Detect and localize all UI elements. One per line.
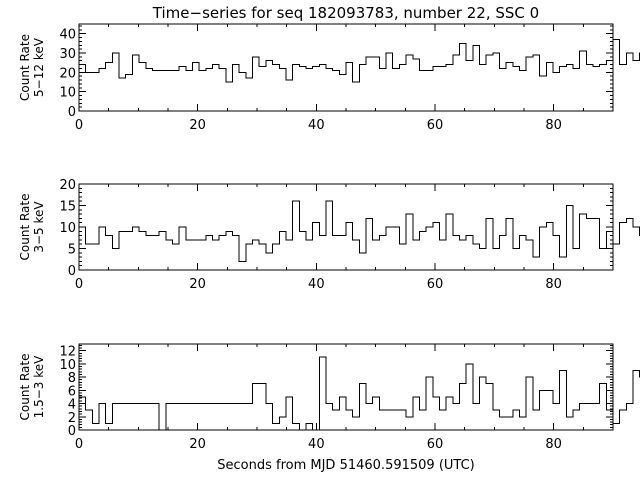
y-tick-label: 20 — [59, 178, 76, 193]
x-axis-label: Seconds from MJD 51460.591509 (UTC) — [217, 458, 475, 473]
x-tick-label: 0 — [75, 118, 83, 133]
y-axis-label-line: 1.5−3 keV — [32, 355, 46, 418]
y-tick-label: 30 — [59, 47, 76, 62]
panel-2: 0 20 40 60 80 0 5 10 15 20 Count Rate 3−5 keV — [18, 178, 640, 292]
x-tick-label: 20 — [189, 277, 206, 292]
count-rate-series — [79, 356, 640, 431]
y-tick-label: 5 — [68, 243, 76, 258]
x-tick-label: 40 — [308, 437, 325, 452]
x-tick-label: 0 — [75, 437, 83, 452]
x-tick-label: 80 — [545, 118, 562, 133]
x-tick-label: 20 — [189, 118, 206, 133]
y-tick-label: 20 — [59, 66, 76, 81]
count-rate-series — [79, 39, 640, 83]
y-tick-label: 40 — [59, 28, 76, 43]
y-axis-label-line: Count Rate — [18, 194, 32, 261]
y-tick-label: 0 — [68, 424, 76, 439]
x-tick-label: 60 — [427, 437, 444, 452]
y-axis-label-line: 5−12 keV — [32, 37, 46, 97]
y-tick-label: 10 — [59, 221, 76, 236]
x-tick-label: 80 — [545, 437, 562, 452]
y-tick-label: 10 — [59, 358, 76, 373]
x-tick-label: 0 — [75, 277, 83, 292]
y-tick-label: 2 — [68, 411, 76, 426]
x-tick-label: 60 — [427, 277, 444, 292]
y-tick-label: 6 — [68, 384, 76, 399]
y-tick-label: 4 — [68, 398, 76, 413]
y-tick-label: 0 — [68, 105, 76, 120]
panel-1: 0 20 40 60 80 0 10 20 30 40 Count Rate 5−12 keV — [18, 23, 640, 133]
y-axis-label-line: 3−5 keV — [32, 201, 46, 253]
y-tick-label: 10 — [59, 86, 76, 101]
y-tick-label: 0 — [68, 264, 76, 279]
chart-title: Time−series for seq 182093783, number 22… — [152, 4, 539, 22]
count-rate-series — [79, 200, 640, 262]
x-tick-label: 40 — [308, 277, 325, 292]
y-tick-label: 12 — [59, 345, 76, 360]
y-tick-label: 8 — [68, 371, 76, 386]
y-tick-label: 15 — [59, 200, 76, 215]
x-tick-label: 60 — [427, 118, 444, 133]
x-tick-label: 20 — [189, 437, 206, 452]
x-tick-label: 80 — [545, 277, 562, 292]
y-axis-label-line: Count Rate — [18, 354, 32, 421]
y-axis-label-line: Count Rate — [18, 34, 32, 101]
x-tick-label: 40 — [308, 118, 325, 133]
